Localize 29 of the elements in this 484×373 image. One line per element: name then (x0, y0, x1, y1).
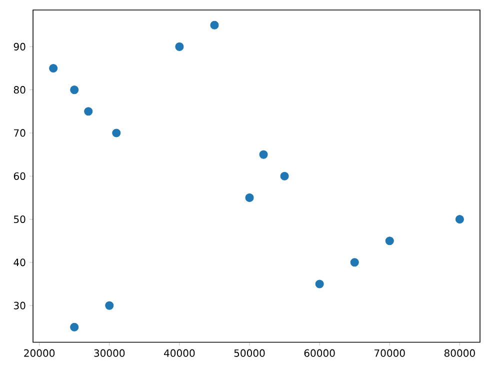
x-tick-label: 30000 (94, 349, 125, 357)
x-tick-label: 20000 (24, 349, 55, 357)
point (49, 64, 58, 72)
point (175, 42, 184, 51)
x-tick-label: 80000 (444, 349, 475, 357)
x-tick-label: 50000 (234, 349, 265, 357)
point (385, 236, 394, 245)
y-tick-label: 30 (14, 302, 26, 310)
x-tick-label: 70000 (374, 349, 405, 357)
y-tick-label: 90 (14, 42, 26, 50)
y-tick-label: 70 (14, 129, 26, 137)
point (112, 128, 121, 138)
point (210, 20, 219, 30)
x-tick-label: 60000 (304, 349, 335, 357)
point (70, 85, 79, 94)
y-tick-label: 80 (14, 86, 26, 94)
point (259, 150, 268, 159)
y-tick-label: 60 (14, 172, 26, 180)
point (350, 258, 359, 267)
point (70, 322, 79, 332)
y-tick-label: 40 (14, 258, 26, 266)
y-tick-label: 50 (14, 215, 26, 223)
point (84, 107, 93, 116)
x-tick-label: 40000 (164, 349, 195, 357)
point (280, 172, 289, 180)
point (315, 280, 324, 288)
point (105, 301, 114, 310)
point (455, 214, 464, 224)
point (245, 193, 254, 202)
